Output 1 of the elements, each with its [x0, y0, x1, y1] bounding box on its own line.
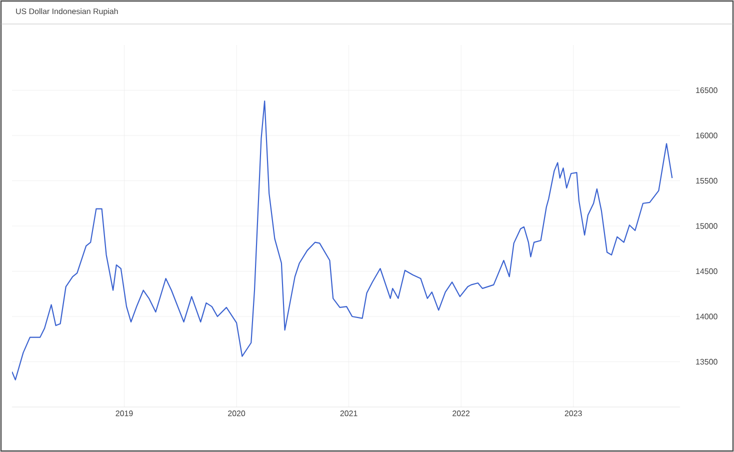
line-series — [12, 100, 673, 380]
